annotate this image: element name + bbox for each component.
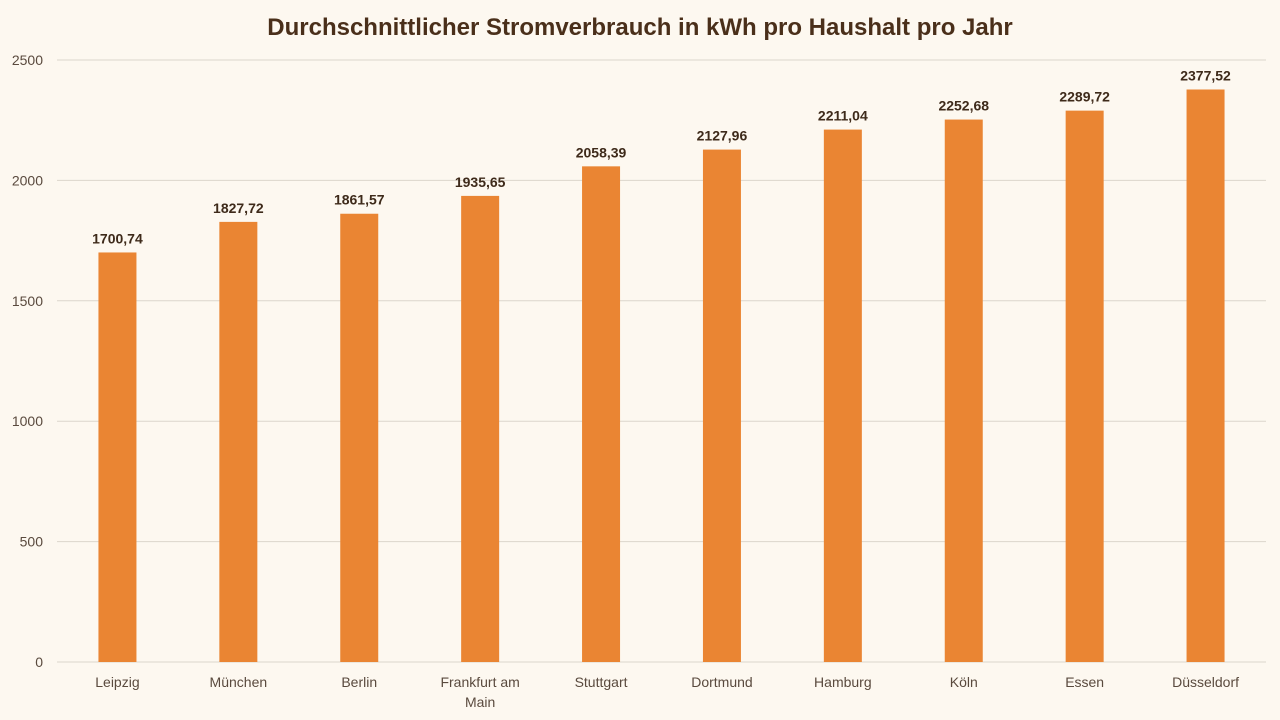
bar xyxy=(461,195,500,662)
x-tick-label: Frankfurt am Main xyxy=(440,674,519,710)
data-label: 2127,96 xyxy=(697,128,748,144)
y-tick-label: 0 xyxy=(35,654,43,670)
bar xyxy=(582,166,621,662)
data-label: 2377,52 xyxy=(1180,67,1231,83)
data-label: 2058,39 xyxy=(576,144,627,160)
data-label: 1935,65 xyxy=(455,174,506,190)
data-label: 2211,04 xyxy=(818,108,868,124)
x-tick-label: Köln xyxy=(950,674,978,690)
x-tick-label: Essen xyxy=(1065,674,1104,690)
x-tick-label: Stuttgart xyxy=(575,674,628,690)
x-tick-label: Dortmund xyxy=(691,674,752,690)
bar xyxy=(98,252,137,663)
bar xyxy=(1186,89,1225,663)
data-label: 1700,74 xyxy=(92,230,143,246)
data-label: 2252,68 xyxy=(938,98,989,114)
bar xyxy=(219,221,258,663)
chart-title: Durchschnittlicher Stromverbrauch in kWh… xyxy=(267,14,1012,41)
y-tick-label: 500 xyxy=(20,534,44,550)
bar xyxy=(944,119,983,662)
data-label: 1827,72 xyxy=(213,200,264,216)
y-tick-label: 2000 xyxy=(12,172,43,188)
data-label: 2289,72 xyxy=(1059,89,1110,105)
x-tick-label: Düsseldorf xyxy=(1172,674,1239,690)
data-label: 1861,57 xyxy=(334,192,385,208)
x-tick-label: Hamburg xyxy=(814,674,872,690)
y-tick-label: 2500 xyxy=(12,52,43,68)
bar xyxy=(1065,110,1104,662)
y-tick-label: 1500 xyxy=(12,293,43,309)
bar xyxy=(823,129,862,663)
x-tick-label: Berlin xyxy=(341,674,377,690)
x-tick-label: Leipzig xyxy=(95,674,139,690)
x-tick-label: München xyxy=(210,674,268,690)
bar xyxy=(702,149,741,663)
y-tick-label: 1000 xyxy=(12,413,43,429)
bar xyxy=(340,213,379,662)
